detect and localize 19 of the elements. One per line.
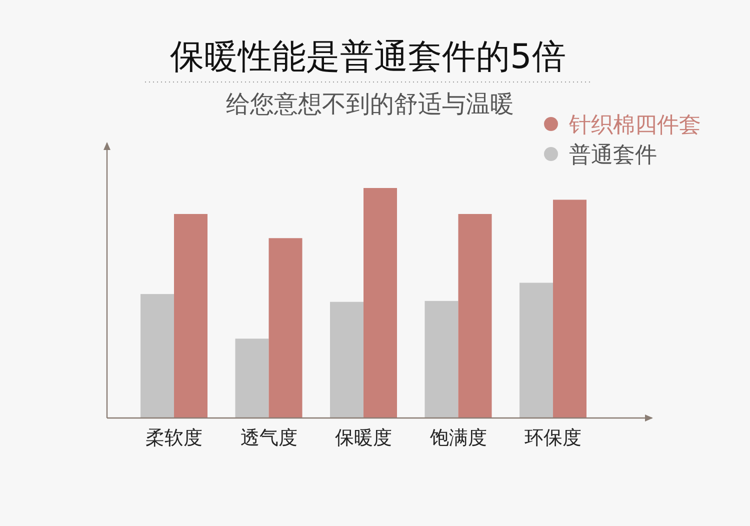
bar: [140, 294, 174, 418]
legend-label: 普通套件: [569, 143, 657, 168]
bar: [268, 238, 302, 418]
x-tick-label: 保暖度: [335, 427, 392, 449]
bar: [458, 214, 492, 418]
x-tick-label: 环保度: [524, 427, 582, 449]
x-tick-label: 饱满度: [428, 427, 487, 449]
bar: [174, 214, 208, 418]
legend-label: 针织棉四件套: [568, 113, 701, 138]
bar: [520, 282, 553, 418]
x-tick-label: 柔软度: [146, 427, 202, 449]
chart-subtitle: 给您意想不到的舒适与温暖: [226, 90, 514, 118]
chart-title: 保暖性能是普通套件的5倍: [170, 37, 566, 77]
bar: [330, 302, 364, 418]
bar: [235, 338, 269, 418]
bar: [424, 300, 458, 418]
x-tick-label: 透气度: [240, 427, 298, 449]
bar: [364, 188, 397, 418]
bar: [553, 200, 586, 418]
